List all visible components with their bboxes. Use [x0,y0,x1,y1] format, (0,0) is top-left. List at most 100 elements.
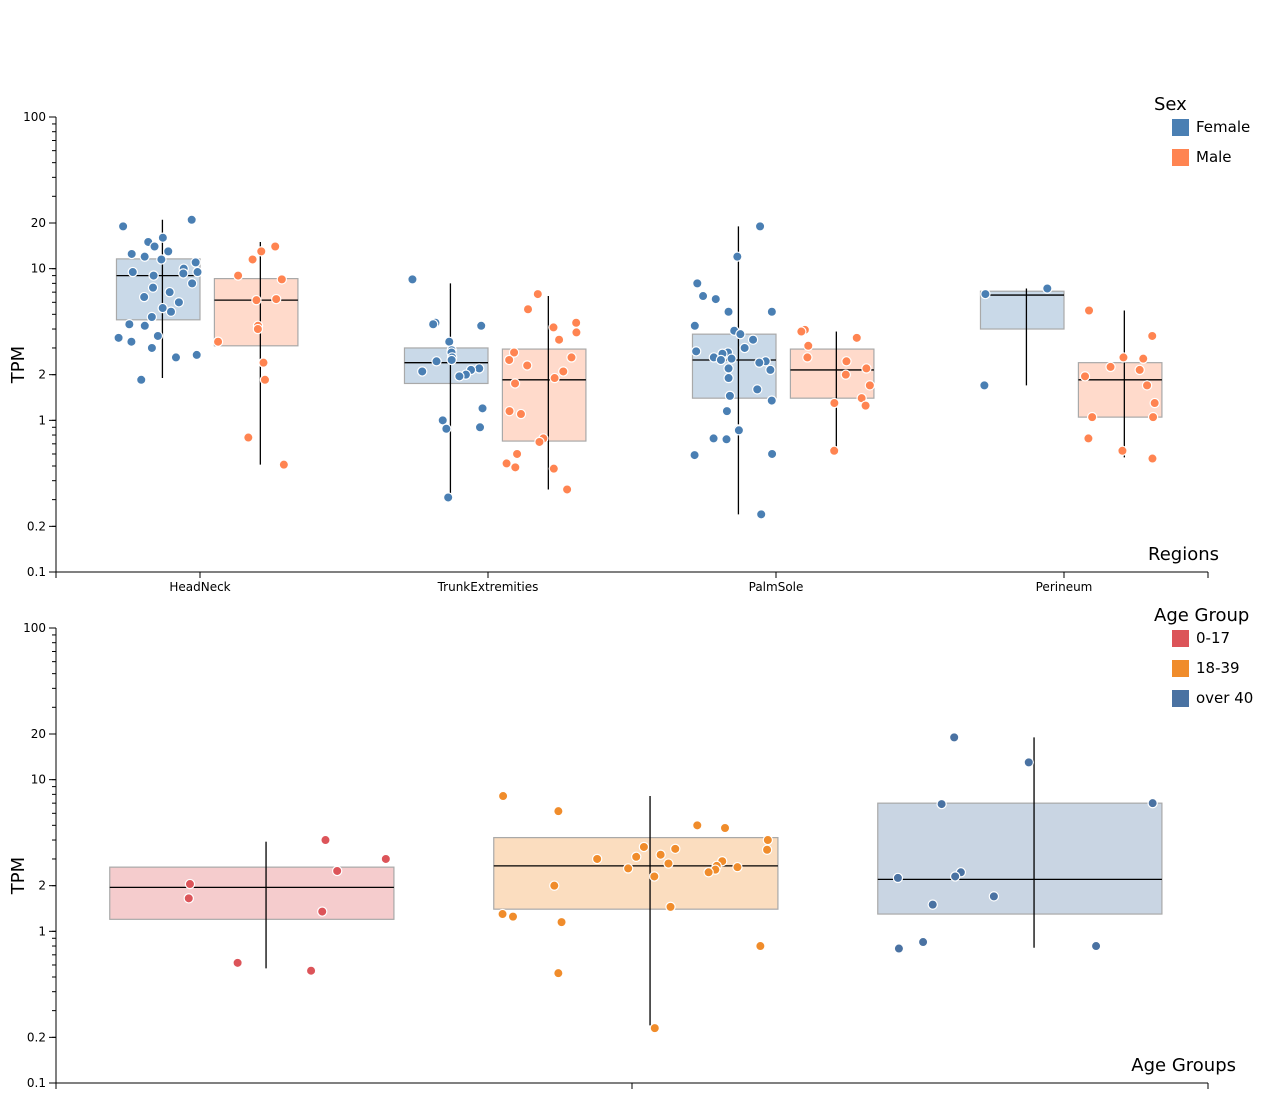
data-point [802,352,813,363]
data-point [442,492,454,503]
data-point [927,899,938,910]
data-point [256,246,267,257]
data-point [708,433,719,444]
data-point [258,357,269,368]
data-point [190,257,201,268]
data-point [534,436,545,448]
data-point [549,372,560,384]
data-point [1147,411,1159,423]
data-point [232,270,244,281]
box-group-male [212,241,299,470]
data-point [726,353,737,364]
legend-label: Male [1196,148,1232,166]
data-point [1141,380,1153,391]
y-tick-label: 0.2 [27,1030,46,1044]
data-point [1117,445,1128,456]
data-point [178,268,189,279]
data-point [1086,411,1098,423]
data-point [719,822,731,834]
x-axis-title: Regions [1148,544,1219,565]
data-point [1147,330,1158,342]
data-point [136,374,147,386]
data-point [851,332,862,344]
x-category-label: Perineum [1036,580,1093,594]
data-point [431,356,442,367]
data-point [251,294,262,306]
data-point [474,363,485,374]
data-point [444,336,455,347]
y-tick-label: 20 [31,216,46,230]
data-point [276,274,288,285]
data-point [305,965,317,976]
data-point [427,319,439,330]
data-point [191,349,202,361]
data-point [765,364,776,376]
data-point [803,340,814,352]
data-point [841,356,852,367]
data-point [735,328,746,340]
legend-swatch [1172,630,1189,647]
data-point [173,297,185,308]
data-point [553,967,564,979]
data-point [331,865,343,877]
data-point [1149,397,1160,409]
data-point [663,858,674,869]
data-point [149,241,160,252]
legend-title: Age Group [1154,605,1249,626]
data-point [548,463,560,474]
data-point [164,286,175,298]
data-point [988,891,1000,902]
data-point [692,278,703,289]
data-point [1079,371,1091,382]
data-point [649,1022,660,1034]
data-point [752,384,763,395]
box-group-18-39 [493,790,779,1034]
data-point [170,352,182,363]
data-point [1105,361,1116,373]
data-point [126,336,137,347]
y-tick-label: 2 [38,879,46,893]
data-point [380,853,392,865]
data-point [860,400,871,411]
legend-swatch [1172,119,1189,136]
data-point [504,405,515,417]
legend: Sex Female Male [1154,94,1250,166]
box-rect [877,802,1163,915]
data-point [638,841,650,853]
data-point [549,880,560,891]
y-tick-label: 2 [38,368,46,382]
data-point [476,320,487,332]
data-point [508,347,520,358]
legend-label: Female [1196,118,1250,136]
data-point [766,395,777,406]
data-point [570,317,582,328]
data-point [892,872,904,884]
data-point [1134,364,1145,376]
age-groups-panel: 0.1 0.2 1 2 10 20 100 TPM Age Groups Age Group 0-1… [8,605,1253,1090]
data-point [184,878,196,890]
x-category-label: PalmSole [749,580,804,594]
data-point [721,434,732,445]
data-point [232,957,243,969]
box-rect [691,333,777,399]
box-rect [493,836,779,910]
data-point [192,266,203,278]
data-point [840,369,851,380]
data-point [1042,283,1053,294]
data-point [723,363,734,374]
data-point [1083,305,1095,316]
data-point [1138,353,1149,364]
box-rect [109,866,395,920]
data-point [556,916,567,928]
data-point [148,270,159,281]
data-point [243,432,254,443]
data-point [721,405,733,417]
data-point [497,908,508,920]
data-point [515,408,527,420]
data-point [127,266,138,278]
data-point [761,844,773,855]
data-point [747,334,759,345]
data-point [126,248,137,260]
data-point [113,332,124,344]
data-point [689,449,700,461]
